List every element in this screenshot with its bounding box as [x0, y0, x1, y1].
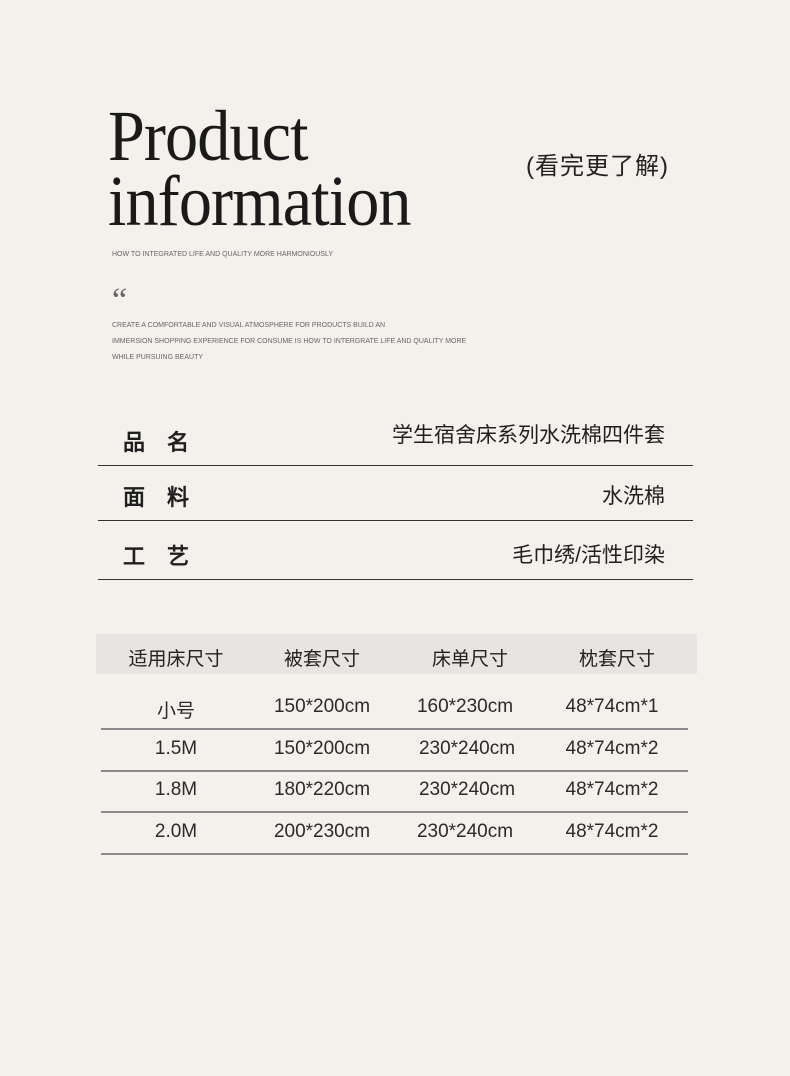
tagline: HOW TO INTEGRATED LIFE AND QUALITY MORE …	[112, 251, 334, 258]
table-row: 2.0M 200*230cm 230*240cm 48*74cm*2	[101, 811, 688, 855]
table-cell: 1.5M	[154, 738, 198, 759]
table-cell: 150*200cm	[273, 738, 371, 759]
quote-line: WHILE PURSUING BEAUTY	[112, 354, 204, 361]
spec-label: 面料	[123, 485, 212, 510]
table-row: 1.5M 150*200cm 230*240cm 48*74cm*2	[101, 728, 688, 772]
spec-value: 水洗棉	[602, 485, 665, 508]
table-cell: 150*200cm	[273, 696, 371, 717]
table-cell: 48*74cm*2	[565, 738, 659, 759]
table-row: 小号 150*200cm 160*230cm 48*74cm*1	[101, 686, 688, 730]
quote-line: CREATE A COMFORTABLE AND VISUAL ATMOSPHE…	[112, 322, 386, 329]
spec-value: 学生宿舍床系列水洗棉四件套	[392, 424, 665, 447]
table-cell: 230*240cm	[416, 821, 514, 842]
table-cell: 230*240cm	[418, 738, 516, 759]
table-cell: 180*220cm	[273, 779, 371, 800]
title-line-1: Product	[108, 96, 309, 176]
header-cell: 被套尺寸	[283, 649, 360, 670]
spec-label: 工艺	[123, 544, 212, 569]
spec-row-craft: 工艺 毛巾绣/活性印染	[98, 539, 693, 580]
header-cell: 床单尺寸	[431, 649, 508, 670]
spec-label: 品名	[123, 430, 212, 455]
table-cell: 48*74cm*2	[565, 821, 659, 842]
spec-row-fabric: 面料 水洗棉	[98, 480, 693, 521]
table-cell: 48*74cm*1	[565, 696, 659, 717]
header-cell: 枕套尺寸	[578, 649, 655, 670]
table-cell: 1.8M	[154, 779, 198, 800]
spec-value: 毛巾绣/活性印染	[512, 544, 665, 567]
quote-line: IMMERSION SHOPPING EXPERIENCE FOR CONSUM…	[112, 338, 467, 345]
table-cell: 230*240cm	[418, 779, 516, 800]
table-cell: 2.0M	[154, 821, 198, 842]
size-table-header: 适用床尺寸 被套尺寸 床单尺寸 枕套尺寸	[96, 634, 697, 674]
spec-row-name: 品名 学生宿舍床系列水洗棉四件套	[98, 424, 693, 466]
read-more-hint: (看完更了解)	[526, 153, 669, 180]
table-row: 1.8M 180*220cm 230*240cm 48*74cm*2	[101, 769, 688, 813]
table-cell: 小号	[156, 701, 195, 722]
table-cell: 200*230cm	[273, 821, 371, 842]
header-cell: 适用床尺寸	[128, 649, 224, 670]
title-line-2: information	[108, 161, 412, 241]
quote-mark-icon: “	[112, 282, 128, 319]
table-cell: 160*230cm	[416, 696, 514, 717]
table-cell: 48*74cm*2	[565, 779, 659, 800]
